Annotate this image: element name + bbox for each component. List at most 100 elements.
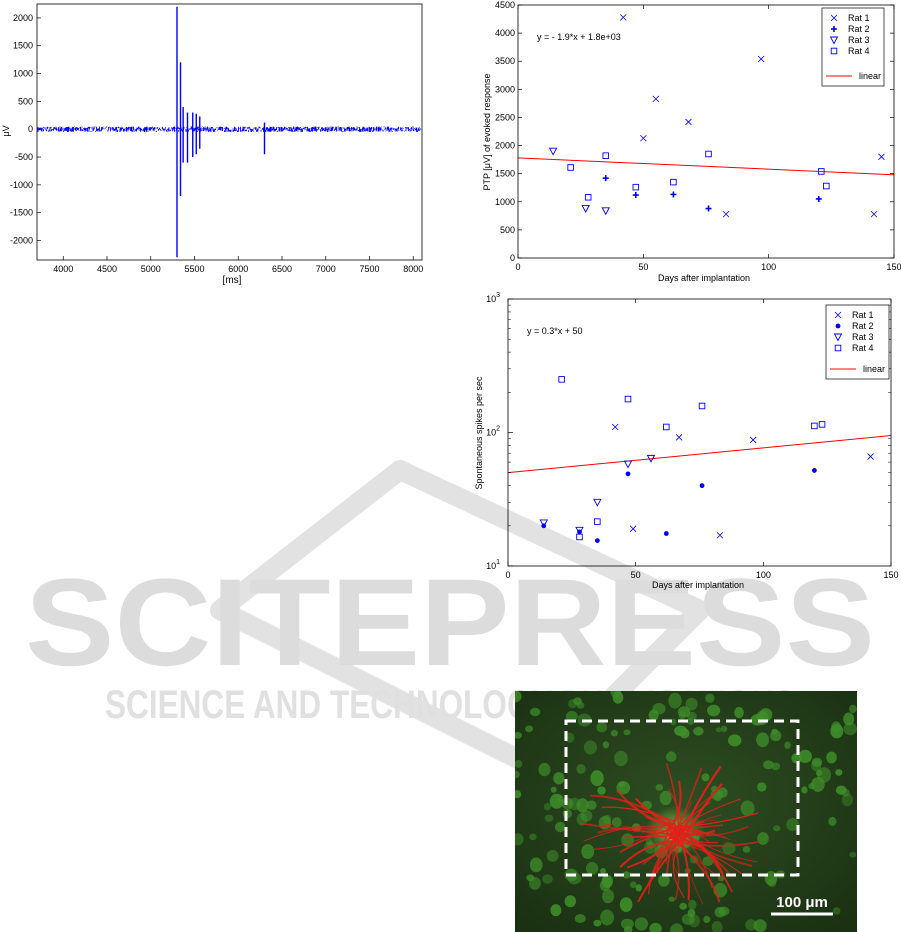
green-cell [554,821,566,833]
green-cell [668,896,675,902]
data-point-rat-4 [567,164,574,171]
data-point-rat-2 [602,175,609,182]
data-point-rat-4 [818,168,825,175]
green-cell [538,762,551,777]
green-cell [764,871,778,886]
green-cell [602,889,615,904]
green-cell [705,693,715,703]
green-cell [798,749,812,763]
green-cell [668,692,682,709]
data-point-rat-2 [594,538,600,543]
green-cell [544,814,554,822]
red-fiber [601,806,675,822]
data-point-rat-1 [757,55,765,63]
recording-frame [36,3,423,261]
data-point-rat-4 [594,518,601,525]
green-cell [832,907,841,915]
green-cell [678,710,686,720]
green-cell [707,704,721,717]
legend-label-rat-2: Rat 2 [848,24,870,34]
red-fiber [648,827,685,895]
green-cell [525,725,534,733]
legend-marker-rat-3 [829,36,839,45]
y-tick-label: 0 [510,253,515,263]
micrograph-fibers [581,763,760,905]
green-cell [583,740,597,755]
watermark-brand: SCITEPRESS [25,554,875,692]
green-cell [515,833,524,846]
data-point-rat-4 [602,152,609,159]
data-point-rat-1 [629,525,637,533]
green-cell [841,793,853,807]
green-cell [550,786,557,793]
legend-label-rat-2: Rat 2 [852,321,874,331]
green-cell [763,760,774,770]
green-cell [549,793,564,809]
green-cell [679,728,690,739]
data-point-rat-1 [870,210,878,218]
red-fiber [681,765,722,833]
red-fiber [671,810,681,826]
green-cell [742,846,751,853]
green-cell [568,797,581,811]
green-cell [728,734,742,747]
y-tick-label: 500 [18,96,33,106]
green-cell [745,919,757,931]
green-cell [543,802,551,811]
data-point-rat-1 [685,118,692,126]
data-point-rat-2 [812,468,817,473]
spikes-fit-annotation: y = 0.3*x + 50 [527,326,583,336]
green-cell [811,777,825,792]
green-cell [529,833,537,841]
legend-marker-rat-1 [830,14,838,22]
x-tick-label: 6000 [228,264,248,274]
legend-label-rat-3: Rat 3 [852,332,874,342]
green-cell [515,770,520,779]
green-cell [515,759,523,768]
green-cell [576,764,586,774]
spikes-y-axis-label: Spontaneous spikes per sec [474,376,484,490]
y-tick-label: -1000 [10,180,33,190]
green-cell [849,851,857,858]
green-cell [565,732,575,743]
green-cell [574,914,586,923]
red-fiber [597,826,679,836]
x-tick-label: 7000 [316,264,336,274]
green-cell [600,868,607,874]
green-cell [600,909,614,926]
green-cell [753,919,767,932]
x-tick-label: 100 [756,570,771,580]
red-fiber [665,763,681,833]
green-cell [784,741,791,749]
green-cell [556,794,564,803]
x-tick-label: 0 [505,570,510,580]
legend-label-rat-3: Rat 3 [848,35,870,45]
data-point-rat-1 [675,434,683,441]
legend-label-rat-1: Rat 1 [848,13,870,23]
y-tick-label: -500 [15,152,33,162]
red-fiber [682,783,723,841]
green-cell [529,876,541,890]
green-cell [771,728,778,735]
red-fiber [672,838,686,899]
legend-label-linear: linear [863,364,885,374]
green-cell [734,707,744,719]
green-cell [601,874,613,888]
green-cell [773,825,781,832]
red-fiber [585,824,666,851]
green-cell [614,750,628,767]
data-point-rat-2 [705,205,712,212]
y-tick-label: 500 [500,225,515,235]
green-cell [756,732,770,748]
recording-trace-axes: 4000 4500 5000 5500 6000 6500 7000 7500 80002000… [10,3,423,274]
green-cell [757,782,767,792]
recording-trace-plot [37,6,421,258]
x-tick-label: 100 [761,262,776,272]
green-cell [622,871,631,879]
green-cell [659,790,672,806]
green-cell [835,785,847,795]
green-cell [550,904,562,917]
legend-label-rat-4: Rat 4 [848,46,870,56]
green-cell [658,874,670,887]
